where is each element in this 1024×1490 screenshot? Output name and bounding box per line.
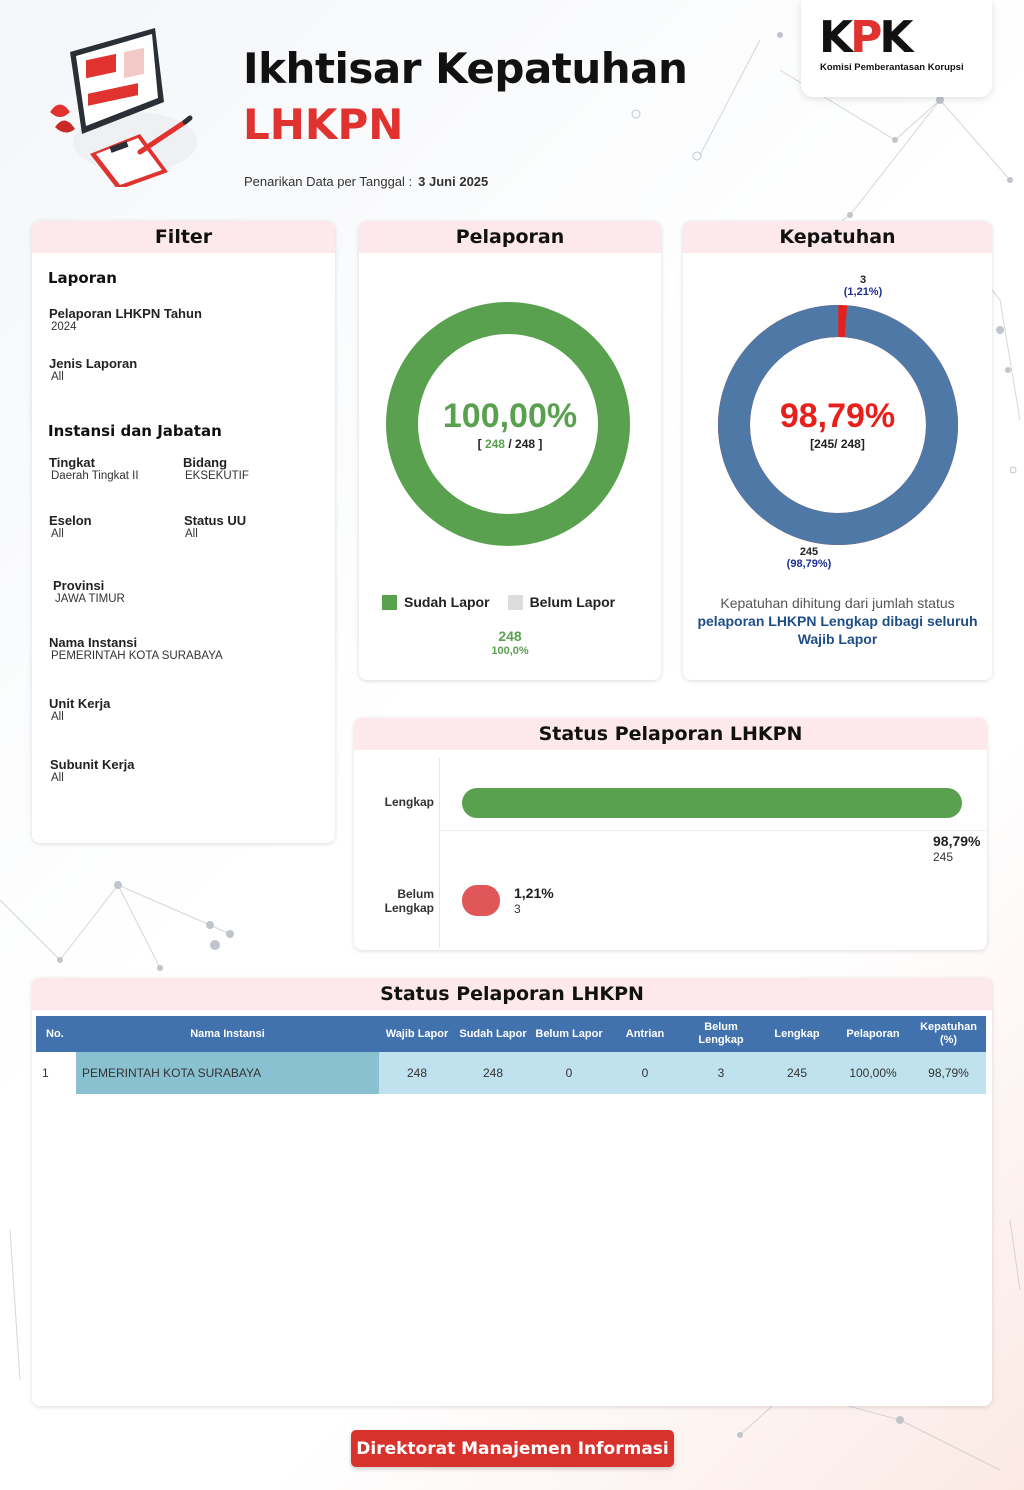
cell-kepatuhan: 98,79% xyxy=(911,1052,986,1094)
th-belum-lapor[interactable]: Belum Lapor xyxy=(531,1016,607,1052)
bar-belum-count: 3 xyxy=(514,902,521,916)
kpk-logo: KPK xyxy=(819,12,913,63)
filter-section-laporan: Laporan xyxy=(48,269,117,287)
pelaporan-total-count: 248 xyxy=(515,437,536,451)
pelaporan-percent: 100,00% xyxy=(442,397,578,435)
filter-bidang-value[interactable]: EKSEKUTIF xyxy=(185,470,249,482)
data-date-row: Penarikan Data per Tanggal : 3 Juni 2025 xyxy=(244,174,488,189)
kepatuhan-title: Kepatuhan xyxy=(683,221,992,253)
legend-belum-lapor[interactable]: Belum Lapor xyxy=(507,594,615,610)
status-gridline xyxy=(440,830,987,831)
cell-nama-instansi: PEMERINTAH KOTA SURABAYA xyxy=(76,1052,379,1094)
filter-unit-label: Unit Kerja xyxy=(49,696,111,711)
kepatuhan-big-label: 245 (98,79%) xyxy=(786,546,832,570)
filter-statusuu-label: Status UU xyxy=(184,513,247,528)
legend-sudah-swatch xyxy=(382,594,397,610)
filter-tingkat-label: Tingkat xyxy=(49,455,95,470)
bar-label-lengkap: Lengkap xyxy=(384,795,434,809)
filter-title: Filter xyxy=(32,221,335,253)
footer-direktorat-button[interactable]: Direktorat Manajemen Informasi xyxy=(351,1430,674,1467)
kepatuhan-card: Kepatuhan 3 (1,21%) 98,79% [245/ 248] 24… xyxy=(683,221,992,680)
status-chart-axis xyxy=(439,758,440,948)
filter-panel: Filter Laporan Pelaporan LHKPN Tahun 202… xyxy=(32,221,335,843)
status-chart-title: Status Pelaporan LHKPN xyxy=(354,718,987,750)
cell-pelaporan: 100,00% xyxy=(835,1052,911,1094)
th-sudah-lapor[interactable]: Sudah Lapor xyxy=(455,1016,531,1052)
bar-lengkap-percent: 98,79% xyxy=(933,833,981,849)
filter-subunit-label: Subunit Kerja xyxy=(50,757,135,772)
th-kepatuhan[interactable]: Kepatuhan (%) xyxy=(911,1016,986,1052)
cell-no: 1 xyxy=(36,1052,76,1094)
pelaporan-legend-percent: 100,0% xyxy=(491,645,529,657)
pelaporan-legend-count: 248 xyxy=(498,628,522,644)
pelaporan-title: Pelaporan xyxy=(359,221,661,253)
cell-wajib-lapor: 248 xyxy=(379,1052,455,1094)
kepatuhan-percent: 98,79% xyxy=(779,397,896,435)
legend-sudah-lapor[interactable]: Sudah Lapor xyxy=(382,594,490,610)
page-subtitle: LHKPN xyxy=(243,100,404,149)
filter-eselon-label: Eselon xyxy=(49,513,92,528)
table-row[interactable]: 1 PEMERINTAH KOTA SURABAYA 248 248 0 0 3… xyxy=(36,1052,986,1094)
filter-unit-value[interactable]: All xyxy=(51,711,64,723)
page-title: Ikhtisar Kepatuhan xyxy=(243,44,688,93)
filter-tingkat-value[interactable]: Daerah Tingkat II xyxy=(51,470,139,482)
kepatuhan-donut-main xyxy=(718,305,958,546)
kpk-logo-subtitle: Komisi Pemberantasan Korupsi xyxy=(820,62,964,73)
cell-belum-lapor: 0 xyxy=(531,1052,607,1094)
filter-statusuu-value[interactable]: All xyxy=(185,528,198,540)
bar-lengkap[interactable] xyxy=(462,788,962,818)
cell-antrian: 0 xyxy=(607,1052,683,1094)
pelaporan-donut-chart xyxy=(386,302,630,546)
th-antrian[interactable]: Antrian xyxy=(607,1016,683,1052)
bar-label-belum-lengkap: Belum Lengkap xyxy=(384,887,434,915)
th-wajib-lapor[interactable]: Wajib Lapor xyxy=(379,1016,455,1052)
th-nama-instansi[interactable]: Nama Instansi xyxy=(76,1016,379,1052)
kepatuhan-note: Kepatuhan dihitung dari jumlah status pe… xyxy=(697,595,978,647)
bar-lengkap-count: 245 xyxy=(933,850,954,864)
cell-belum-lengkap: 3 xyxy=(683,1052,759,1094)
pelaporan-fraction: [ 248 / 248 ] xyxy=(477,437,543,451)
legend-belum-swatch xyxy=(507,594,523,610)
filter-jenis-value[interactable]: All xyxy=(51,371,64,383)
data-date-label: Penarikan Data per Tanggal : xyxy=(244,174,413,189)
filter-instansi-value[interactable]: PEMERINTAH KOTA SURABAYA xyxy=(51,650,223,662)
filter-provinsi-label: Provinsi xyxy=(53,578,105,593)
pelaporan-sudah-count: 248 xyxy=(484,437,505,451)
filter-tahun-label: Pelaporan LHKPN Tahun xyxy=(49,306,202,321)
filter-subunit-value[interactable]: All xyxy=(51,772,64,784)
data-date-value: 3 Juni 2025 xyxy=(418,174,489,189)
filter-bidang-label: Bidang xyxy=(183,455,228,470)
pelaporan-card: Pelaporan 100,00% [ 248 / 248 ] Sudah La… xyxy=(359,221,661,680)
filter-section-instansi: Instansi dan Jabatan xyxy=(48,422,222,440)
bar-belum-percent: 1,21% xyxy=(514,885,554,901)
filter-tahun-value[interactable]: 2024 xyxy=(51,321,77,333)
kpk-logo-card: KPK Komisi Pemberantasan Korupsi xyxy=(801,0,992,97)
th-pelaporan[interactable]: Pelaporan xyxy=(835,1016,911,1052)
report-illustration xyxy=(50,28,197,187)
pelaporan-donut-ring xyxy=(386,302,630,546)
bar-belum-lengkap[interactable] xyxy=(462,885,500,916)
status-table: No. Nama Instansi Wajib Lapor Sudah Lapo… xyxy=(36,1016,986,1094)
filter-instansi-label: Nama Instansi xyxy=(49,635,138,650)
kepatuhan-fraction: [245/ 248] xyxy=(810,437,865,451)
filter-jenis-label: Jenis Laporan xyxy=(49,356,138,371)
th-no[interactable]: No. xyxy=(36,1016,76,1052)
filter-eselon-value[interactable]: All xyxy=(51,528,64,540)
th-belum-lengkap[interactable]: Belum Lengkap xyxy=(683,1016,759,1052)
status-table-card: Status Pelaporan LHKPN No. Nama Instansi… xyxy=(32,978,992,1406)
status-chart-card: Status Pelaporan LHKPN Lengkap 98,79% 24… xyxy=(354,718,987,950)
table-header-row: No. Nama Instansi Wajib Lapor Sudah Lapo… xyxy=(36,1016,986,1052)
th-lengkap[interactable]: Lengkap xyxy=(759,1016,835,1052)
kepatuhan-small-label: 3 (1,21%) xyxy=(843,274,883,298)
kepatuhan-donut-chart xyxy=(718,305,958,546)
filter-provinsi-value[interactable]: JAWA TIMUR xyxy=(55,593,125,605)
status-table-title: Status Pelaporan LHKPN xyxy=(32,978,992,1010)
cell-sudah-lapor: 248 xyxy=(455,1052,531,1094)
cell-lengkap: 245 xyxy=(759,1052,835,1094)
pelaporan-legend: Sudah Lapor Belum Lapor xyxy=(382,594,633,610)
